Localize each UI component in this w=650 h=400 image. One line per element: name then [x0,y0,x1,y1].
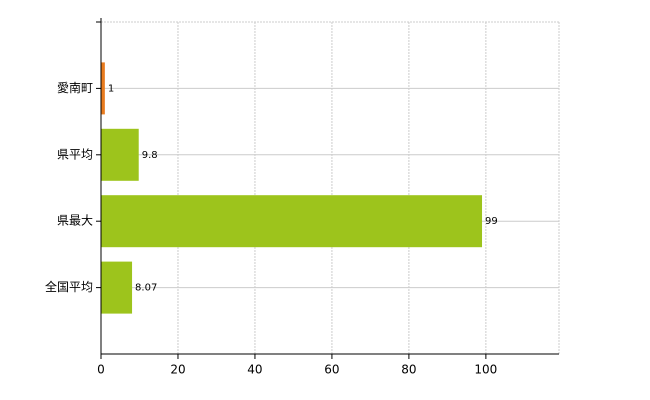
x-tick-label: 40 [247,363,262,377]
value-label: 8.07 [135,283,157,294]
x-tick-label: 60 [324,363,339,377]
y-tick-label: 県平均 [57,147,93,161]
value-label: 9.8 [142,150,158,161]
value-label: 99 [485,216,498,227]
x-tick-label: 0 [97,363,105,377]
bar [101,62,105,115]
x-tick-label: 20 [170,363,185,377]
value-label: 1 [108,83,114,94]
x-tick-label: 100 [474,363,497,377]
y-tick-label: 全国平均 [45,279,93,294]
x-tick-label: 80 [401,363,416,377]
bar [101,195,483,248]
y-tick-label: 県最大 [57,214,93,228]
bar [101,261,133,314]
bar [101,128,139,181]
y-tick-label: 愛南町 [57,80,93,95]
